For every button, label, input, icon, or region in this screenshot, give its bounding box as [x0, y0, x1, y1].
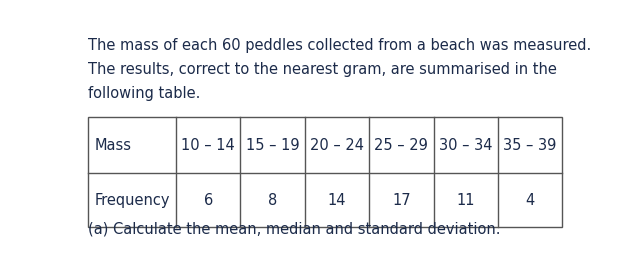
Text: 8: 8	[268, 193, 277, 208]
Text: 10 – 14: 10 – 14	[181, 138, 235, 153]
Text: 6: 6	[204, 193, 213, 208]
Text: 35 – 39: 35 – 39	[503, 138, 557, 153]
Text: The results, correct to the nearest gram, are summarised in the: The results, correct to the nearest gram…	[88, 62, 557, 77]
Text: 14: 14	[328, 193, 346, 208]
Text: The mass of each 60 peddles collected from a beach was measured.: The mass of each 60 peddles collected fr…	[88, 38, 592, 53]
Text: (a) Calculate the mean, median and standard deviation.: (a) Calculate the mean, median and stand…	[88, 222, 501, 237]
Text: 25 – 29: 25 – 29	[374, 138, 428, 153]
Text: 20 – 24: 20 – 24	[310, 138, 364, 153]
Text: 11: 11	[457, 193, 475, 208]
Text: 4: 4	[525, 193, 535, 208]
Text: Frequency: Frequency	[94, 193, 170, 208]
Text: 30 – 34: 30 – 34	[439, 138, 493, 153]
Text: Mass: Mass	[94, 138, 131, 153]
Text: 15 – 19: 15 – 19	[246, 138, 299, 153]
Text: 17: 17	[392, 193, 411, 208]
Text: following table.: following table.	[88, 86, 201, 101]
